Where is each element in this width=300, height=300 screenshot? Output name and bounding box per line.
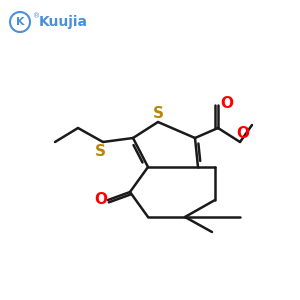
Text: O: O <box>94 191 107 206</box>
Text: K: K <box>16 17 24 27</box>
Text: S: S <box>94 143 106 158</box>
Text: O: O <box>220 97 233 112</box>
Text: ®: ® <box>33 13 40 19</box>
Text: S: S <box>152 106 164 121</box>
Text: Kuujia: Kuujia <box>39 15 88 29</box>
Text: O: O <box>236 127 250 142</box>
